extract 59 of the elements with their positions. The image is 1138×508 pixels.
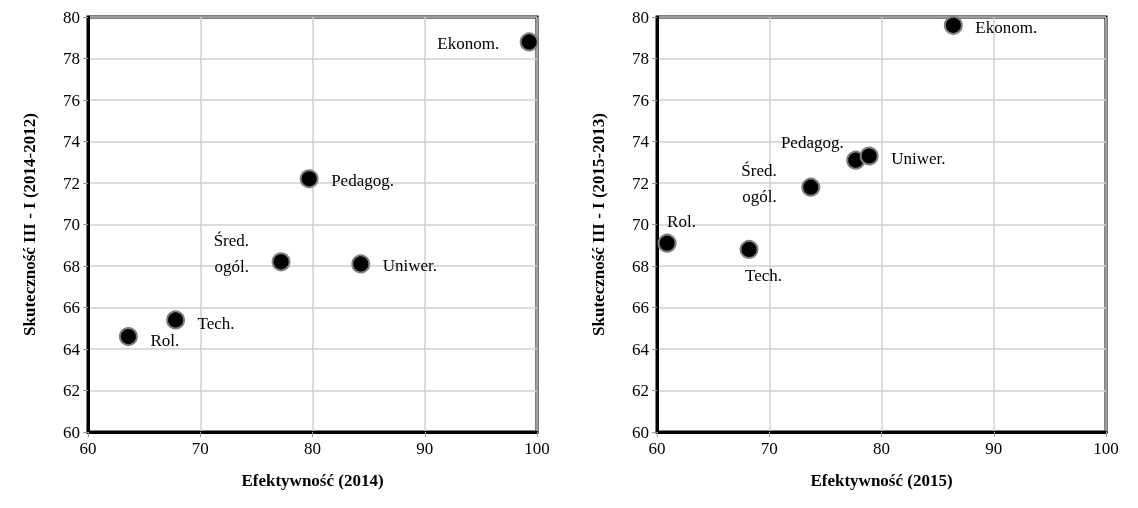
point	[519, 32, 539, 52]
annotation: Tech.	[197, 314, 235, 334]
y-tick-label: 60	[63, 422, 80, 442]
annotation: Uniwer.	[382, 256, 438, 276]
x-tick-label: 90	[416, 439, 434, 458]
point	[859, 146, 879, 166]
annotation: Pedagog.	[331, 171, 394, 191]
y-tick-label: 64	[63, 339, 81, 359]
point	[166, 310, 186, 330]
point	[657, 233, 677, 253]
y-tick-label: 80	[63, 7, 80, 27]
y-tick-label: 78	[632, 49, 649, 68]
annotation: Rol.	[667, 211, 696, 231]
y-tick-label: 72	[63, 173, 80, 193]
x-axis-title: Efektywność (2015)	[810, 471, 953, 490]
x-tick-label: 60	[79, 439, 97, 458]
annotation: Śred. ogól.	[213, 231, 250, 277]
y-tick-label: 74	[63, 132, 81, 151]
point	[271, 252, 291, 272]
y-tick-label: 66	[632, 298, 649, 317]
point	[739, 239, 759, 259]
y-tick-label: 72	[632, 173, 649, 193]
y-tick-label: 64	[632, 339, 650, 359]
y-tick-label: 60	[632, 422, 649, 442]
y-axis-title: Skuteczność III - I (2014-2012)	[20, 113, 39, 336]
x-tick-label: 80	[304, 439, 321, 458]
annotation: Śred. ogól.	[741, 160, 777, 206]
x-tick-label: 80	[873, 439, 890, 458]
x-tick-label: 70	[760, 439, 778, 458]
point	[351, 254, 371, 274]
x-tick-label: 60	[648, 439, 666, 458]
point	[943, 15, 963, 35]
point	[118, 327, 138, 347]
y-tick-label: 74	[632, 132, 650, 151]
annotation: Pedagog.	[780, 132, 844, 152]
y-tick-label: 80	[632, 7, 649, 27]
y-tick-label: 62	[632, 381, 649, 400]
point	[299, 169, 319, 189]
annotation: Rol.	[150, 331, 180, 351]
x-axis-title: Efektywność (2014)	[241, 471, 384, 490]
y-tick-label: 78	[63, 49, 80, 68]
x-tick-label: 70	[191, 439, 209, 458]
y-tick-label: 68	[63, 256, 80, 276]
y-tick-label: 76	[63, 90, 80, 110]
y-tick-label: 62	[63, 381, 80, 400]
y-tick-label: 76	[632, 90, 649, 110]
y-tick-label: 66	[63, 298, 80, 317]
annotation: Ekonom.	[975, 17, 1038, 37]
annotation: Tech.	[745, 265, 783, 285]
annotation: Ekonom.	[437, 34, 500, 54]
point	[801, 177, 821, 197]
x-tick-label: 100	[524, 439, 550, 458]
x-tick-label: 90	[985, 439, 1003, 458]
annotation: Uniwer.	[891, 148, 946, 168]
y-tick-label: 70	[63, 215, 80, 234]
y-tick-label: 68	[632, 256, 649, 276]
y-tick-label: 70	[632, 215, 649, 234]
y-axis-title: Skuteczność III - I (2015-2013)	[589, 113, 608, 336]
x-tick-label: 100	[1093, 439, 1119, 458]
